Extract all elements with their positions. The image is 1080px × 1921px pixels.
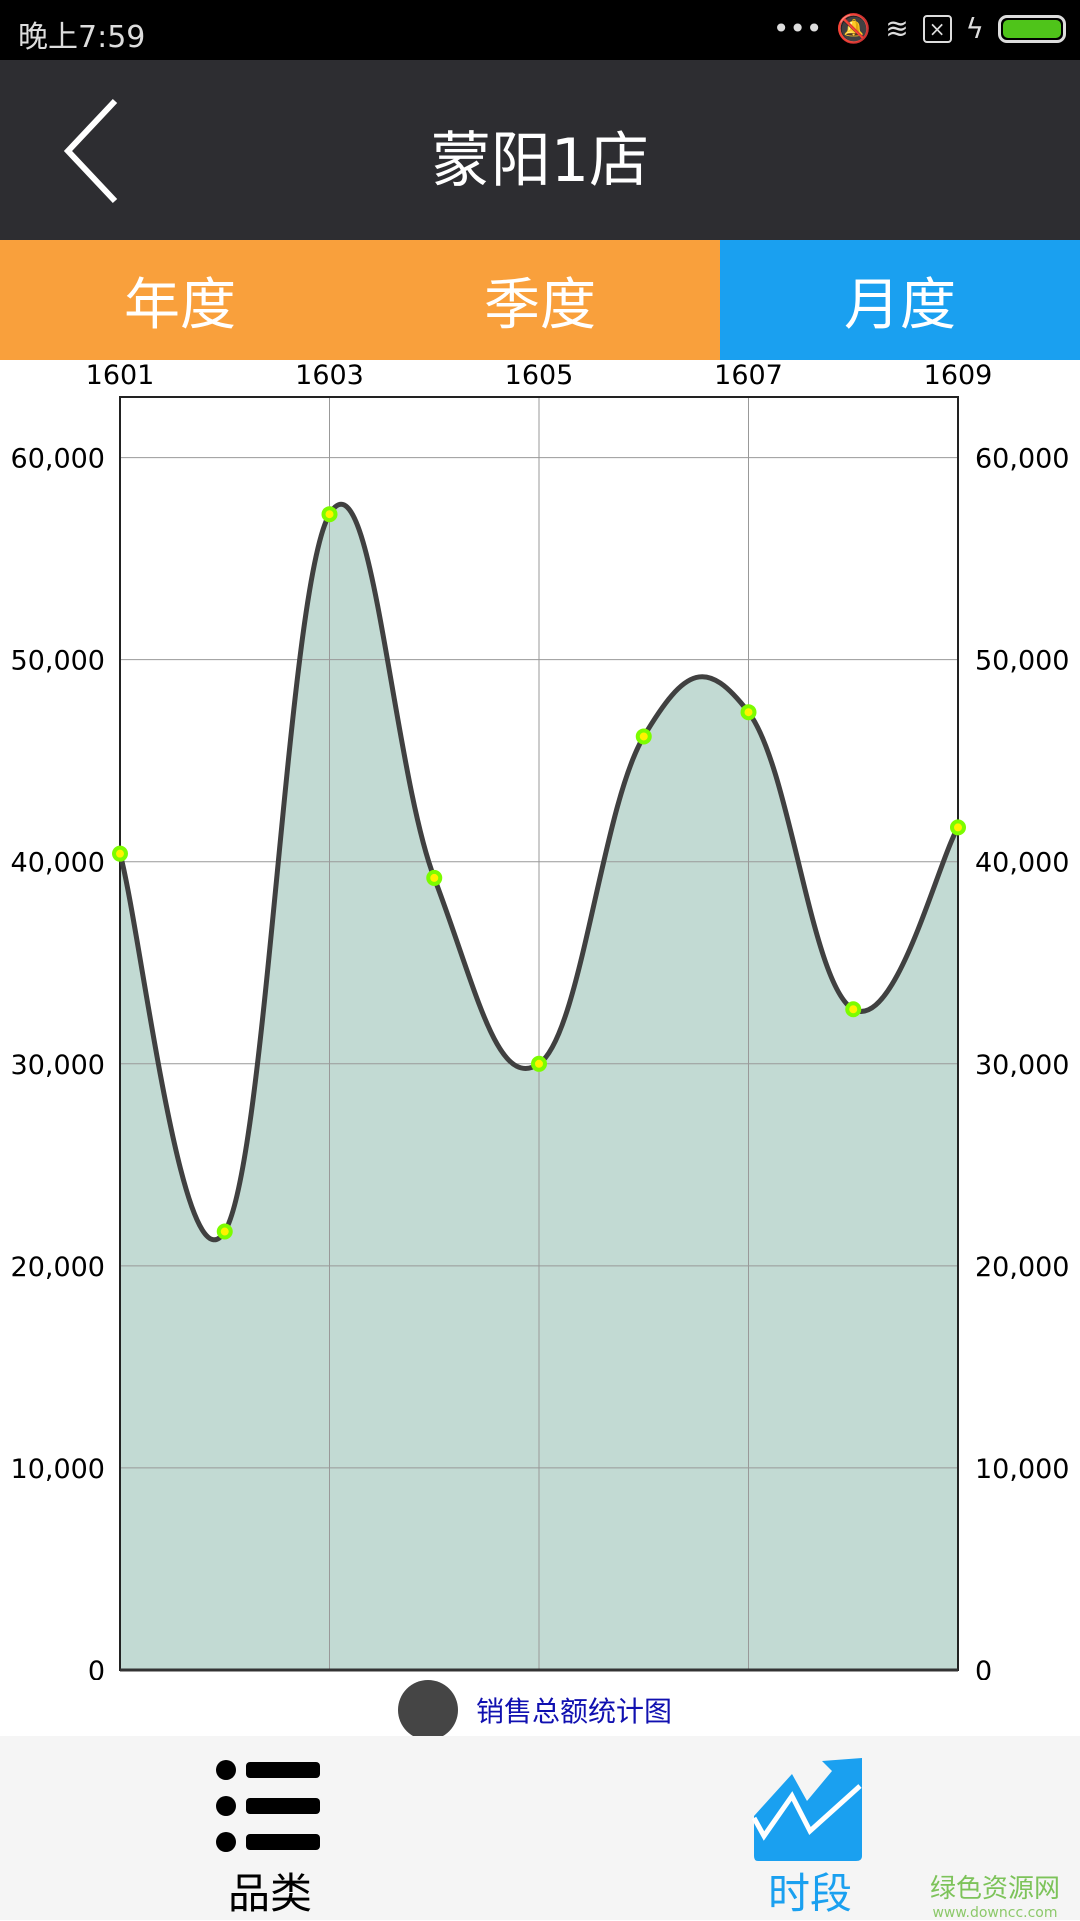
watermark: 绿色资源网 www.downcc.com xyxy=(930,1868,1060,1921)
status-time: 晚上7:59 xyxy=(18,20,146,55)
y-tick-label-right: 0 xyxy=(975,1656,992,1680)
y-tick-label-left: 30,000 xyxy=(11,1050,105,1081)
bottom-nav: 品类 时段 绿色资源网 www.downcc.com xyxy=(0,1736,1080,1921)
y-tick-label-right: 40,000 xyxy=(975,848,1069,879)
tab-quarter[interactable]: 季度 xyxy=(360,240,720,360)
nav-category[interactable]: 品类 xyxy=(120,1736,420,1920)
bell-muted-icon: 🔕 xyxy=(836,12,872,45)
more-dots-icon: ••• xyxy=(772,12,823,45)
nav-period[interactable]: 时段 xyxy=(660,1736,960,1920)
data-point xyxy=(635,728,652,745)
x-tick-label: 1605 xyxy=(505,360,574,391)
data-point xyxy=(740,704,757,721)
data-point xyxy=(112,845,128,862)
list-icon xyxy=(216,1760,320,1852)
y-tick-label-left: 50,000 xyxy=(11,646,105,677)
watermark-name: 绿色资源网 xyxy=(929,1874,1060,1904)
data-point xyxy=(216,1223,233,1240)
data-point xyxy=(950,819,966,836)
chevron-left-icon[interactable] xyxy=(60,96,140,206)
nav-period-label: 时段 xyxy=(767,1869,852,1918)
nav-category-label: 品类 xyxy=(227,1869,312,1918)
wifi-icon: ≋ xyxy=(885,12,909,45)
battery-icon xyxy=(998,14,1066,43)
trend-chart-icon xyxy=(752,1758,862,1861)
sim-x-icon: × xyxy=(922,14,952,43)
y-tick-label-right: 50,000 xyxy=(975,646,1069,677)
sales-chart: 0 0 10,000 10,000 20,000 20,000 30,000 30,000 40… xyxy=(11,360,1070,1680)
series-line xyxy=(117,501,961,1243)
chart-legend: 销售总额统计图 xyxy=(398,1680,672,1740)
data-point xyxy=(845,1001,862,1018)
tab-month[interactable]: 月度 xyxy=(720,240,1080,360)
data-point xyxy=(321,506,338,523)
y-tick-label-left: 10,000 xyxy=(11,1454,105,1485)
y-tick-label-left: 0 xyxy=(88,1656,105,1680)
data-point xyxy=(426,869,443,886)
y-tick-label-right: 20,000 xyxy=(975,1252,1069,1283)
watermark-url: www.downcc.com xyxy=(932,1905,1058,1921)
tab-year[interactable]: 年度 xyxy=(0,240,360,360)
data-point xyxy=(531,1055,547,1072)
legend-label: 销售总额统计图 xyxy=(476,1695,673,1728)
page-title: 蒙阳1店 xyxy=(430,126,650,196)
y-tick-label-left: 20,000 xyxy=(11,1252,105,1283)
period-tabs: 年度 季度 月度 xyxy=(0,240,1080,360)
y-tick-label-right: 30,000 xyxy=(975,1050,1069,1081)
x-tick-label: 1607 xyxy=(714,360,783,391)
legend-marker xyxy=(398,1680,458,1740)
x-tick-label: 1603 xyxy=(295,360,364,391)
y-tick-label-right: 60,000 xyxy=(975,444,1069,475)
status-bar: 晚上7:59 ••• 🔕 ≋ × ϟ xyxy=(0,0,1080,60)
x-tick-label: 1609 xyxy=(924,360,993,391)
y-tick-label-left: 60,000 xyxy=(11,444,105,475)
charging-icon: ϟ xyxy=(965,12,984,45)
app-header: 蒙阳1店 xyxy=(0,60,1080,240)
y-tick-label-left: 40,000 xyxy=(11,848,105,879)
x-tick-label: 1601 xyxy=(86,360,155,391)
y-tick-label-right: 10,000 xyxy=(975,1454,1069,1485)
